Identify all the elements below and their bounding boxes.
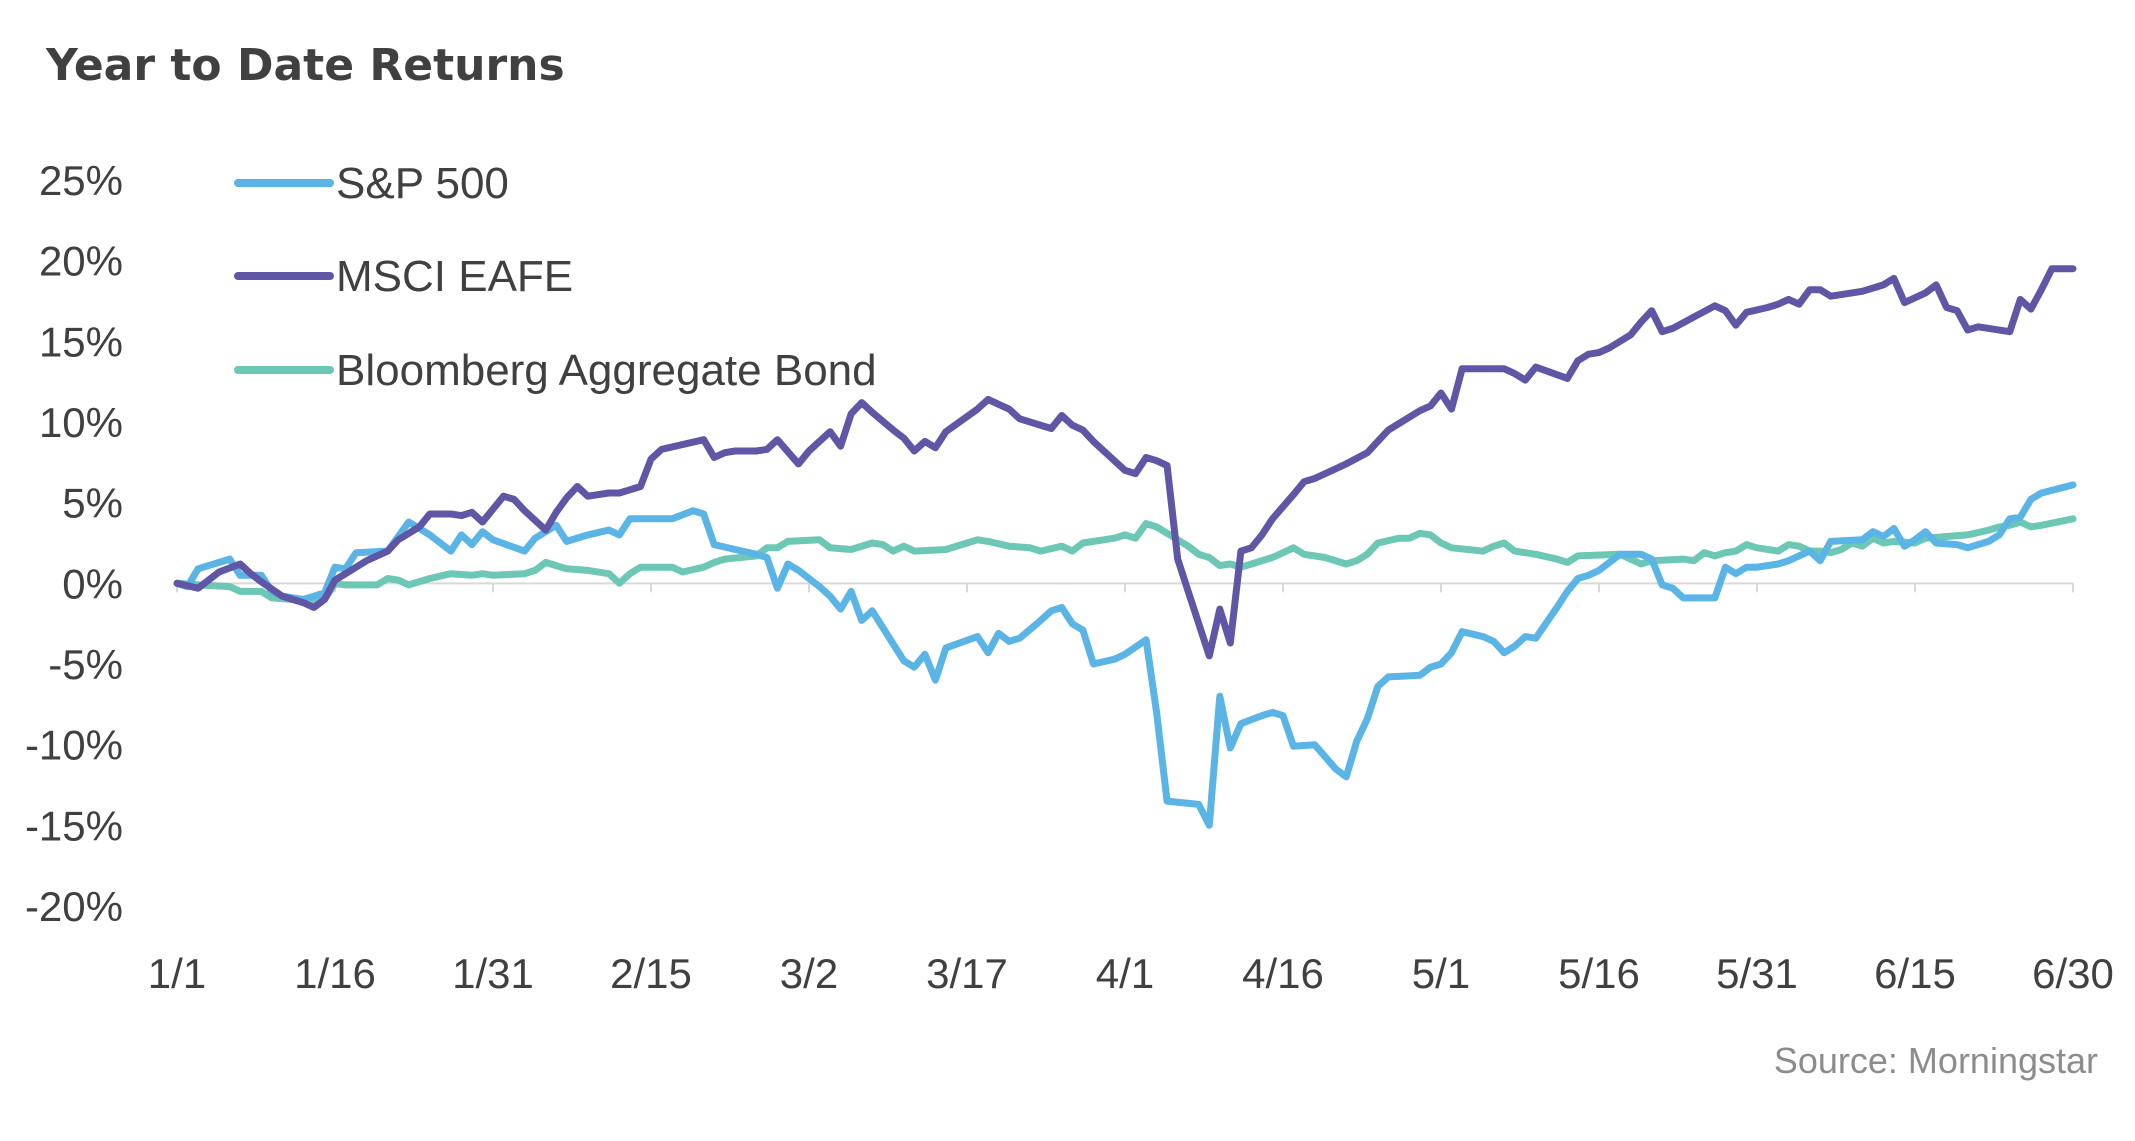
y-tick-label: -10% xyxy=(25,722,123,769)
y-tick-label: 25% xyxy=(39,157,123,204)
y-tick-label: 10% xyxy=(39,399,123,446)
x-tick-label: 1/1 xyxy=(148,950,206,997)
x-tick-label: 4/16 xyxy=(1242,950,1324,997)
y-tick-label: 20% xyxy=(39,238,123,285)
x-tick-label: 1/16 xyxy=(294,950,376,997)
x-tick-label: 5/31 xyxy=(1716,950,1798,997)
x-tick-label: 4/1 xyxy=(1096,950,1154,997)
y-tick-label: -15% xyxy=(25,802,123,849)
legend-label: MSCI EAFE xyxy=(336,252,573,301)
series-line-0 xyxy=(173,481,2077,829)
y-tick-label: 15% xyxy=(39,318,123,365)
x-tick-label: 2/15 xyxy=(610,950,692,997)
x-tick-label: 6/30 xyxy=(2032,950,2114,997)
x-tick-label: 3/17 xyxy=(926,950,1008,997)
series-line-1 xyxy=(173,265,2077,660)
chart-title: Year to Date Returns xyxy=(45,40,565,91)
x-tick-label: 3/2 xyxy=(780,950,838,997)
x-tick-label: 5/16 xyxy=(1558,950,1640,997)
legend: S&P 500 MSCI EAFE Bloomberg Aggregate Bond xyxy=(234,159,877,395)
y-tick-label: -20% xyxy=(25,883,123,930)
x-tick-label: 1/31 xyxy=(452,950,534,997)
series-line-2 xyxy=(173,515,2077,605)
series-lines xyxy=(173,265,2077,829)
legend-label: S&P 500 xyxy=(336,159,509,208)
y-tick-label: 0% xyxy=(62,560,123,607)
x-tick-label: 5/1 xyxy=(1412,950,1470,997)
legend-label: Bloomberg Aggregate Bond xyxy=(336,346,877,395)
source-note: Source: Morningstar xyxy=(1774,1040,2098,1081)
y-tick-label: 5% xyxy=(62,480,123,527)
x-axis: 1/1 1/16 1/31 2/15 3/2 3/17 4/1 4/16 5/1 5/16 5/31… xyxy=(148,582,2114,997)
x-tick-label: 6/15 xyxy=(1874,950,1956,997)
y-tick-label: -5% xyxy=(48,641,123,688)
y-axis: 25% 20% 15% 10% 5% 0% -5% -10% -15% -20% xyxy=(25,157,123,930)
